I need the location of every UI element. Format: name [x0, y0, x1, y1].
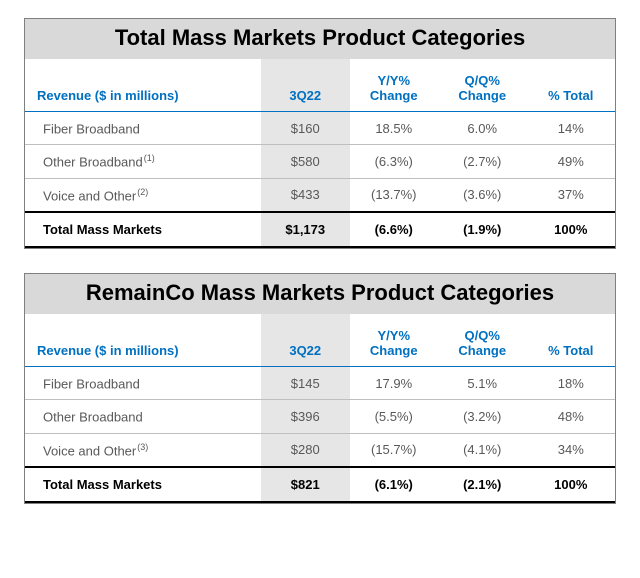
table-header-row: Revenue ($ in millions) 3Q22 Y/Y% Change… — [25, 314, 615, 367]
cell-period: $821 — [261, 467, 350, 502]
cell-label: Voice and Other(3) — [25, 433, 261, 467]
table-row: Other Broadband $396 (5.5%) (3.2%) 48% — [25, 400, 615, 433]
cell-period: $396 — [261, 400, 350, 433]
cell-yy: (5.5%) — [350, 400, 439, 433]
cell-yy: (6.6%) — [350, 212, 439, 247]
cell-qq: (2.7%) — [438, 145, 527, 178]
col-header-yy: Y/Y% Change — [350, 314, 439, 367]
cell-qq: 5.1% — [438, 366, 527, 399]
cell-qq: (4.1%) — [438, 433, 527, 467]
cell-label: Total Mass Markets — [25, 467, 261, 502]
cell-total: 34% — [527, 433, 616, 467]
revenue-table: Revenue ($ in millions) 3Q22 Y/Y% Change… — [25, 59, 615, 248]
cell-label: Fiber Broadband — [25, 366, 261, 399]
cell-label: Other Broadband — [25, 400, 261, 433]
cell-qq: (3.6%) — [438, 178, 527, 212]
cell-yy: (13.7%) — [350, 178, 439, 212]
cell-period: $1,173 — [261, 212, 350, 247]
cell-total: 18% — [527, 366, 616, 399]
cell-total: 100% — [527, 467, 616, 502]
col-header-qq: Q/Q% Change — [438, 314, 527, 367]
cell-yy: (6.1%) — [350, 467, 439, 502]
table-total-mass-markets: Total Mass Markets Product Categories Re… — [24, 18, 616, 249]
table-header-row: Revenue ($ in millions) 3Q22 Y/Y% Change… — [25, 59, 615, 112]
cell-label: Fiber Broadband — [25, 112, 261, 145]
col-header-period: 3Q22 — [261, 59, 350, 112]
cell-yy: (15.7%) — [350, 433, 439, 467]
cell-total: 37% — [527, 178, 616, 212]
cell-total: 100% — [527, 212, 616, 247]
table-title: RemainCo Mass Markets Product Categories — [25, 274, 615, 314]
cell-qq: (1.9%) — [438, 212, 527, 247]
cell-qq: (2.1%) — [438, 467, 527, 502]
table-title: Total Mass Markets Product Categories — [25, 19, 615, 59]
col-header-period: 3Q22 — [261, 314, 350, 367]
table-row: Fiber Broadband $145 17.9% 5.1% 18% — [25, 366, 615, 399]
cell-period: $580 — [261, 145, 350, 178]
cell-total: 49% — [527, 145, 616, 178]
col-header-qq: Q/Q% Change — [438, 59, 527, 112]
cell-label: Total Mass Markets — [25, 212, 261, 247]
col-header-yy: Y/Y% Change — [350, 59, 439, 112]
cell-qq: 6.0% — [438, 112, 527, 145]
table-row: Fiber Broadband $160 18.5% 6.0% 14% — [25, 112, 615, 145]
cell-period: $145 — [261, 366, 350, 399]
cell-yy: 18.5% — [350, 112, 439, 145]
table-row: Voice and Other(3) $280 (15.7%) (4.1%) 3… — [25, 433, 615, 467]
col-header-revenue: Revenue ($ in millions) — [25, 59, 261, 112]
cell-yy: 17.9% — [350, 366, 439, 399]
table-row: Voice and Other(2) $433 (13.7%) (3.6%) 3… — [25, 178, 615, 212]
table-total-row: Total Mass Markets $821 (6.1%) (2.1%) 10… — [25, 467, 615, 502]
cell-period: $433 — [261, 178, 350, 212]
cell-period: $160 — [261, 112, 350, 145]
col-header-revenue: Revenue ($ in millions) — [25, 314, 261, 367]
page: Total Mass Markets Product Categories Re… — [0, 0, 640, 578]
col-header-total: % Total — [527, 59, 616, 112]
table-total-row: Total Mass Markets $1,173 (6.6%) (1.9%) … — [25, 212, 615, 247]
cell-label: Voice and Other(2) — [25, 178, 261, 212]
cell-qq: (3.2%) — [438, 400, 527, 433]
cell-label: Other Broadband(1) — [25, 145, 261, 178]
col-header-total: % Total — [527, 314, 616, 367]
revenue-table: Revenue ($ in millions) 3Q22 Y/Y% Change… — [25, 314, 615, 503]
table-row: Other Broadband(1) $580 (6.3%) (2.7%) 49… — [25, 145, 615, 178]
cell-yy: (6.3%) — [350, 145, 439, 178]
cell-total: 48% — [527, 400, 616, 433]
table-remainco-mass-markets: RemainCo Mass Markets Product Categories… — [24, 273, 616, 504]
cell-total: 14% — [527, 112, 616, 145]
cell-period: $280 — [261, 433, 350, 467]
